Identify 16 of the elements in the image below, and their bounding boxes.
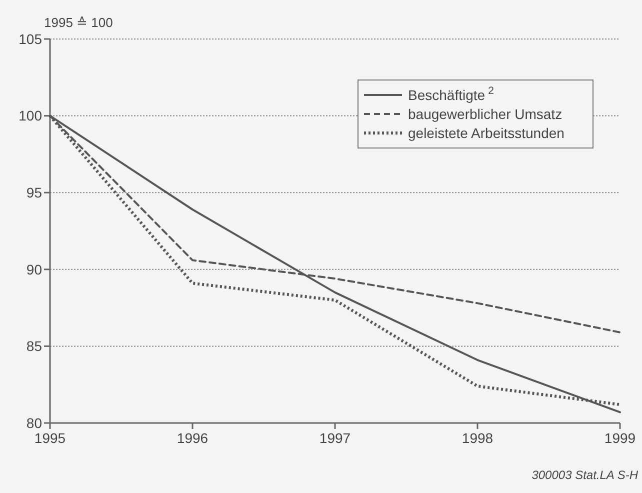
y-tick-label: 90 [26, 261, 42, 278]
y-tick-label: 85 [26, 338, 42, 354]
y-tick-label: 100 [18, 108, 42, 124]
x-tick-label: 1995 [34, 430, 66, 446]
x-tick-label: 1997 [319, 430, 351, 446]
legend-label: baugewerblicher Umsatz [408, 106, 562, 122]
y-tick-label: 80 [26, 414, 42, 431]
legend-label: geleistete Arbeitsstunden [408, 125, 564, 141]
legend-label: Beschäftigte$^{2}$ [408, 85, 494, 103]
x-tick-label: 1999 [604, 430, 636, 446]
y-tick-label: 95 [26, 184, 42, 200]
text: 300003 Stat.LA S-H [532, 468, 638, 482]
y-axis-title: 1995 ≙ 100 [44, 15, 113, 30]
x-tick-label: 1996 [176, 430, 208, 446]
x-tick-label: 1998 [462, 430, 494, 446]
y-tick-label: 105 [18, 30, 42, 47]
